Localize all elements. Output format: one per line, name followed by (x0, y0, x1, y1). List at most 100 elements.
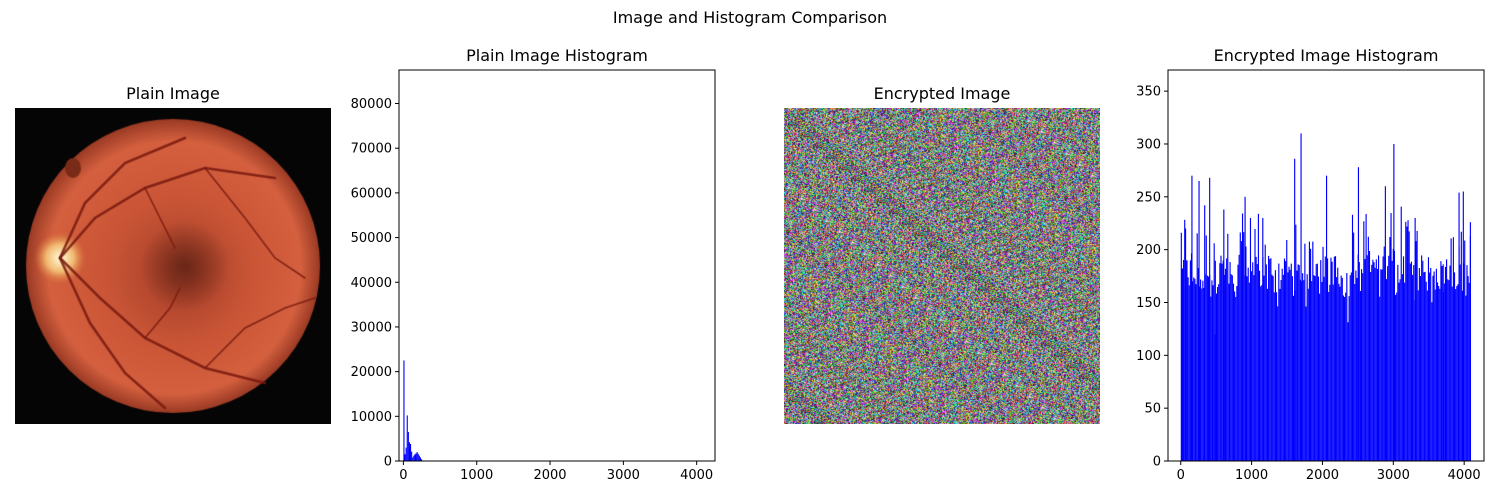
histogram-bar (1362, 273, 1364, 461)
histogram-bar (1353, 232, 1355, 461)
histogram-bar (1401, 274, 1403, 461)
histogram-bar (1409, 263, 1411, 461)
histogram-bar (1214, 334, 1216, 461)
histogram-bar (1278, 263, 1280, 461)
y-tick-label: 70000 (351, 142, 392, 157)
histogram-bar (1413, 265, 1415, 461)
histogram-bar (1416, 230, 1418, 461)
histogram-bar (1279, 288, 1281, 461)
histogram-bar (1186, 260, 1188, 461)
histogram-bar (1211, 280, 1213, 461)
histogram-bar (1452, 237, 1454, 461)
histogram-bar (406, 415, 408, 461)
y-tick-label: 50000 (351, 231, 392, 246)
histogram-bar (1269, 259, 1271, 461)
histogram-bar (1399, 279, 1401, 461)
histogram-bar (1275, 292, 1278, 461)
histogram-bars (1180, 133, 1471, 462)
histogram-bar (1396, 292, 1398, 461)
histogram-bar (1239, 232, 1241, 461)
histogram-bar (1192, 281, 1194, 461)
histogram-bar (1251, 271, 1253, 461)
histogram-bar (1414, 217, 1416, 461)
y-tick-label: 20000 (351, 365, 392, 380)
histogram-bar (1246, 276, 1248, 461)
histogram-bar (1205, 235, 1207, 461)
y-tick-label: 40000 (351, 276, 392, 291)
histogram-bar (1431, 302, 1433, 461)
histogram-bar (1319, 293, 1321, 461)
histogram-bar (1285, 261, 1287, 461)
histogram-bar (1189, 260, 1191, 461)
histogram-bar (1351, 214, 1354, 461)
histogram-bar (1238, 254, 1240, 461)
histogram-bar (1296, 270, 1298, 461)
x-tick-label: 0 (1177, 468, 1185, 483)
histogram-bar (1461, 290, 1464, 461)
histogram-bar (1307, 288, 1309, 461)
histogram-bar (1361, 269, 1363, 461)
histogram-bar (1363, 221, 1365, 461)
plain-image-panel: Plain Image (15, 80, 331, 425)
histogram-bar (1381, 269, 1383, 461)
histogram-bar (1433, 271, 1435, 461)
histogram-bar (1359, 290, 1362, 461)
x-tick-label: 3000 (607, 468, 640, 483)
histogram-bar (1198, 180, 1200, 461)
histogram-bar (1458, 192, 1460, 461)
histogram-bar (1434, 289, 1436, 461)
histogram-bar (1220, 255, 1222, 461)
histogram-bar (1341, 277, 1343, 461)
histogram-bar (1206, 275, 1208, 461)
histogram-bar (1217, 286, 1219, 461)
plain-image-title: Plain Image (126, 84, 220, 103)
histogram-bar (1348, 296, 1350, 461)
histogram-bar (1257, 213, 1259, 461)
histogram-bar (1197, 267, 1199, 461)
histogram-bar (1372, 259, 1374, 461)
histogram-bar (1201, 288, 1203, 461)
histogram-bar (1441, 266, 1443, 461)
histogram-bar (1333, 256, 1335, 461)
histogram-bar (1457, 284, 1459, 461)
histogram-bar (1460, 231, 1462, 461)
histogram-bar (1309, 248, 1312, 461)
histogram-bar (1270, 258, 1272, 461)
histogram-bar (1297, 264, 1299, 461)
x-tick-label: 2000 (1306, 468, 1339, 483)
histogram-bar (407, 431, 409, 461)
histogram-bar (414, 454, 416, 461)
histogram-bar (1410, 261, 1413, 461)
histogram-bar (1311, 281, 1313, 461)
histogram-bar (1415, 241, 1417, 461)
histogram-bar (415, 453, 417, 461)
histogram-bar (1272, 276, 1274, 461)
histogram-bar (1447, 279, 1449, 461)
histogram-bar (1397, 264, 1399, 461)
histogram-bar (1302, 273, 1304, 461)
histogram-bar (405, 447, 407, 461)
histogram-bar (1317, 276, 1320, 461)
histogram-bar (1291, 276, 1293, 461)
y-tick-label: 30000 (351, 320, 392, 335)
histogram-bar (1188, 285, 1190, 461)
histogram-bar (419, 457, 421, 461)
x-tick-label: 4000 (680, 468, 713, 483)
histogram-bar (1448, 280, 1450, 461)
histogram-bar (1349, 275, 1351, 461)
histogram-bar (1228, 283, 1230, 461)
histogram-bar (1273, 292, 1275, 461)
histogram-bar (1430, 267, 1432, 461)
histogram-bar (1194, 278, 1196, 461)
histogram-bar (1425, 281, 1427, 461)
histogram-bar (1365, 214, 1367, 461)
histogram-bar (1343, 296, 1346, 461)
histogram-bar (1459, 264, 1461, 461)
histogram-bar (1446, 259, 1448, 461)
histogram-bar (404, 454, 406, 461)
histogram-bar (1389, 237, 1391, 461)
histogram-bar (417, 453, 419, 461)
encrypted-noise-image (784, 108, 1100, 424)
histogram-bar (1288, 266, 1290, 461)
histogram-bar (1440, 261, 1442, 461)
